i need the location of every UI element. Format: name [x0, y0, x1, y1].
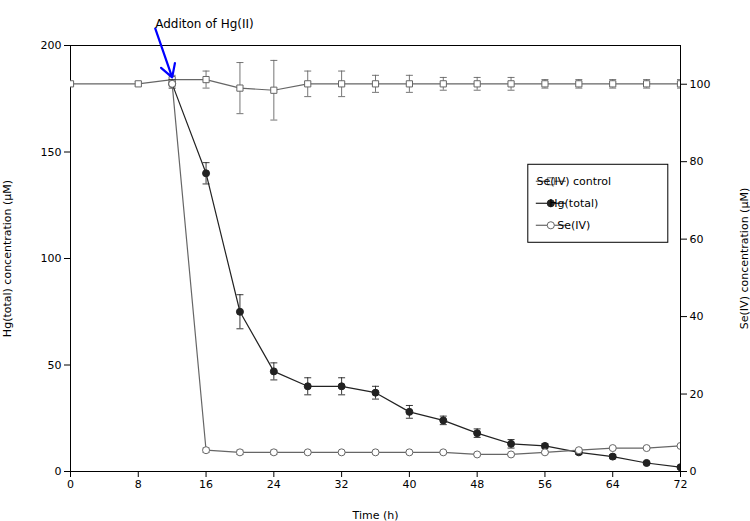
- svg-text:32: 32: [335, 478, 349, 491]
- svg-text:24: 24: [267, 478, 281, 491]
- svg-text:Time (h): Time (h): [352, 509, 399, 521]
- svg-text:20: 20: [690, 388, 704, 401]
- svg-text:60: 60: [690, 233, 704, 246]
- svg-text:0: 0: [55, 465, 62, 478]
- svg-text:64: 64: [606, 478, 620, 491]
- svg-text:16: 16: [199, 478, 213, 491]
- svg-text:Additon of Hg(II): Additon of Hg(II): [155, 17, 254, 31]
- svg-text:48: 48: [470, 478, 484, 491]
- svg-text:Se(IV) control: Se(IV) control: [536, 175, 611, 188]
- svg-text:56: 56: [538, 478, 552, 491]
- svg-text:8: 8: [135, 478, 142, 491]
- svg-text:100: 100: [41, 252, 62, 265]
- svg-text:100: 100: [690, 78, 711, 91]
- svg-text:Se(IV) concentration (μM): Se(IV) concentration (μM): [738, 188, 750, 329]
- svg-text:72: 72: [674, 478, 688, 491]
- svg-text:50: 50: [48, 359, 62, 372]
- svg-text:200: 200: [41, 39, 62, 52]
- svg-text:Hg(total): Hg(total): [549, 197, 598, 210]
- svg-text:0: 0: [67, 478, 74, 491]
- svg-text:40: 40: [690, 310, 704, 323]
- svg-text:Se(IV): Se(IV): [557, 219, 590, 232]
- svg-text:0: 0: [690, 465, 697, 478]
- svg-text:Hg(total) concentration (μM): Hg(total) concentration (μM): [1, 180, 14, 337]
- svg-text:80: 80: [690, 155, 704, 168]
- svg-text:40: 40: [402, 478, 416, 491]
- svg-text:150: 150: [41, 146, 62, 159]
